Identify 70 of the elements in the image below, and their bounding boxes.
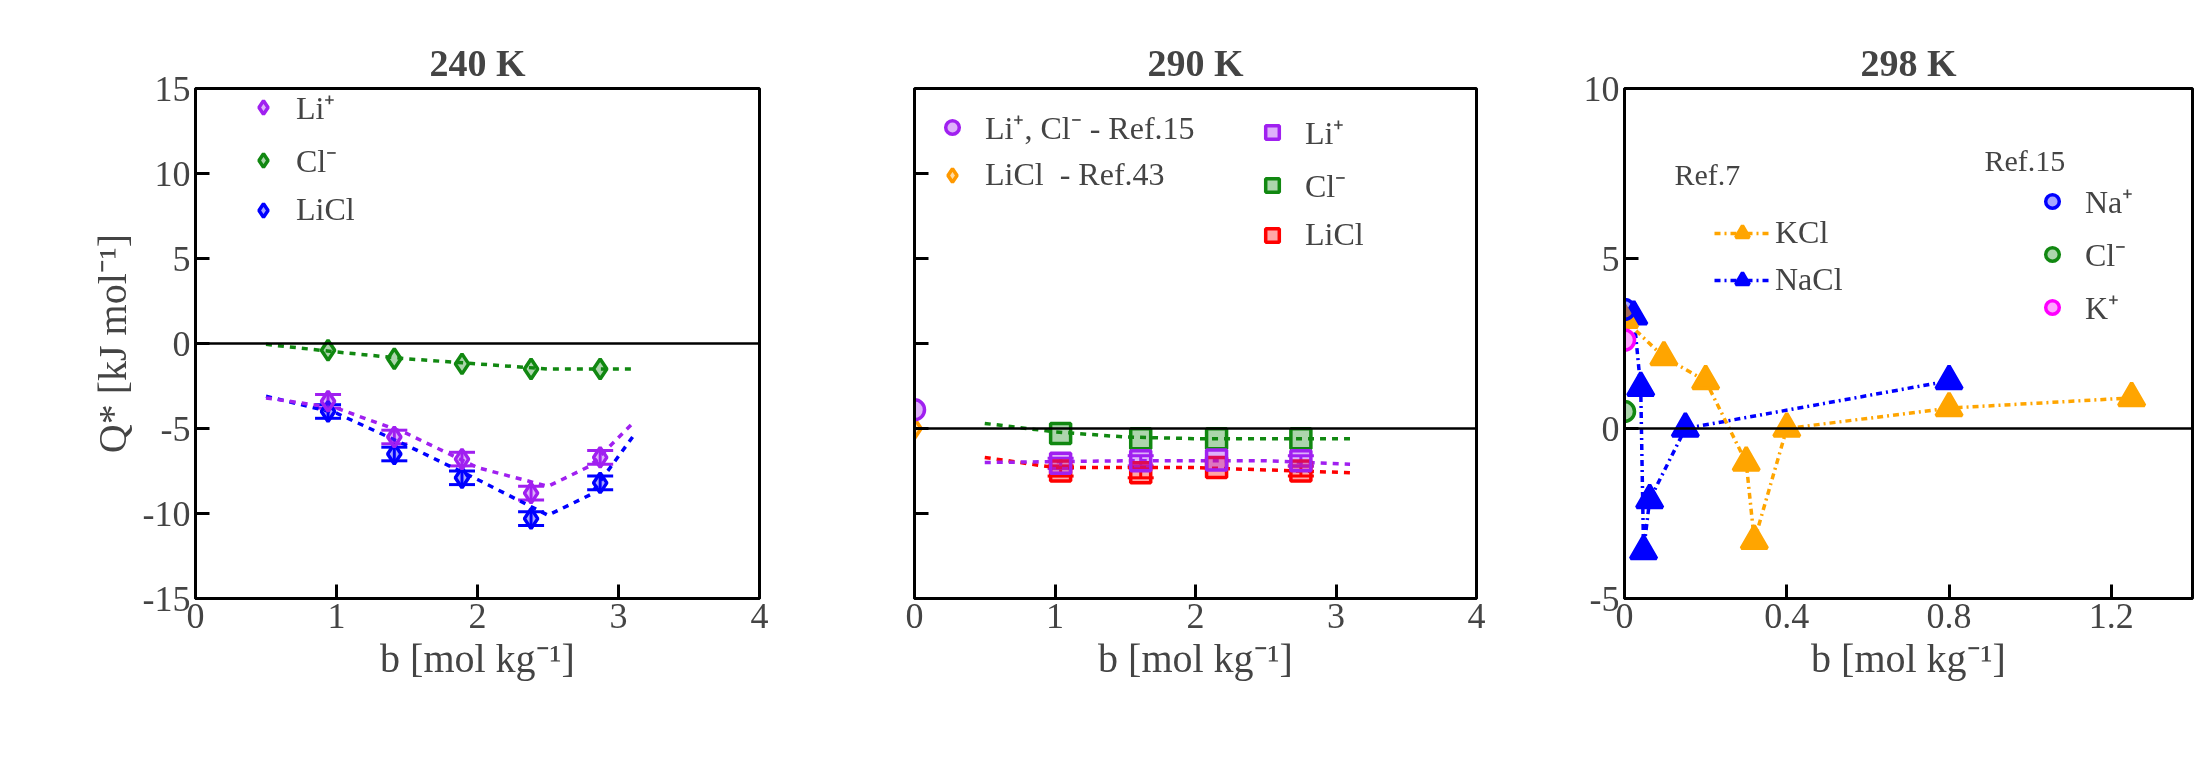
x-tick-label: 3 [609,595,628,636]
y-tick-label: 15 [154,68,191,109]
x-axis-title: b [mol kg⁻¹] [380,635,575,681]
legend-label: K⁺ [2085,289,2120,328]
legend-label: Na⁺ [2085,183,2134,222]
legend-label: Li⁺, Cl⁻ - Ref.15 [985,109,1195,148]
point [1739,523,1770,550]
annotation: Ref.15 [1984,143,2066,177]
point [2116,381,2147,408]
legend-label: LiCl [1305,216,1364,253]
point [1289,449,1313,473]
x-tick-label: 4 [750,595,769,636]
y-tick-label: -5 [160,408,191,449]
point [385,425,403,449]
x-tick-label: 2 [468,595,487,636]
y-tick-label: 5 [1601,238,1620,279]
point [385,347,403,371]
x-tick-label: 0 [905,595,924,636]
point [1690,364,1721,391]
y-axis-title: Q* [kJ mol⁻¹] [89,233,135,454]
chart-title: 298 K [1860,41,1957,84]
x-tick-label: 1 [327,595,346,636]
point [1731,445,1761,472]
point [1048,451,1073,476]
x-axis-title: b [mol kg⁻¹] [1811,635,2006,681]
legend-label: LiCl - Ref.43 [985,156,1165,193]
legend-label: LiCl [296,191,355,228]
legend-label: Li⁺ [1305,114,1345,153]
x-axis-title: b [mol kg⁻¹] [1098,635,1293,681]
legend-label: Cl⁻ [2085,236,2127,275]
x-tick-label: 3 [1327,595,1345,636]
point [319,338,337,363]
point [1934,391,1964,418]
point [1634,483,1665,510]
point [453,466,471,490]
legend-label: Cl⁻ [1305,167,1347,206]
x-tick-label: 0.8 [1926,595,1972,636]
chart-title: 290 K [1147,41,1244,84]
y-tick-label: 5 [172,238,191,279]
x-tick-label: 0.4 [1764,595,1810,636]
x-tick-label: 1 [1046,595,1064,636]
y-tick-label: 0 [172,323,191,364]
y-tick-label: 0 [1601,408,1620,449]
x-tick-label: 1.2 [2088,595,2134,636]
point [319,389,337,414]
annotation: Ref.7 [1674,157,1741,191]
point [453,352,471,376]
legend-label: NaCl [1775,261,1843,298]
point [522,357,540,381]
point [1649,340,1679,367]
point [1934,364,1964,391]
x-tick-label: 4 [1467,595,1486,636]
y-tick-label: 10 [154,153,191,194]
y-tick-label: -10 [142,493,191,534]
point [591,471,609,495]
point [522,506,540,531]
legend-label: Li⁺ [296,89,336,128]
legend-label: KCl [1775,214,1829,251]
x-tick-label: 2 [1186,595,1205,636]
point [1128,449,1153,473]
point [1204,448,1229,472]
point [1628,534,1659,561]
chart-title: 240 K [429,41,526,84]
point [522,481,540,505]
point [591,445,609,470]
point [453,447,471,471]
y-tick-label: 10 [1583,68,1620,109]
point [1625,370,1656,397]
point [591,357,609,381]
legend-label: Cl⁻ [296,142,338,181]
